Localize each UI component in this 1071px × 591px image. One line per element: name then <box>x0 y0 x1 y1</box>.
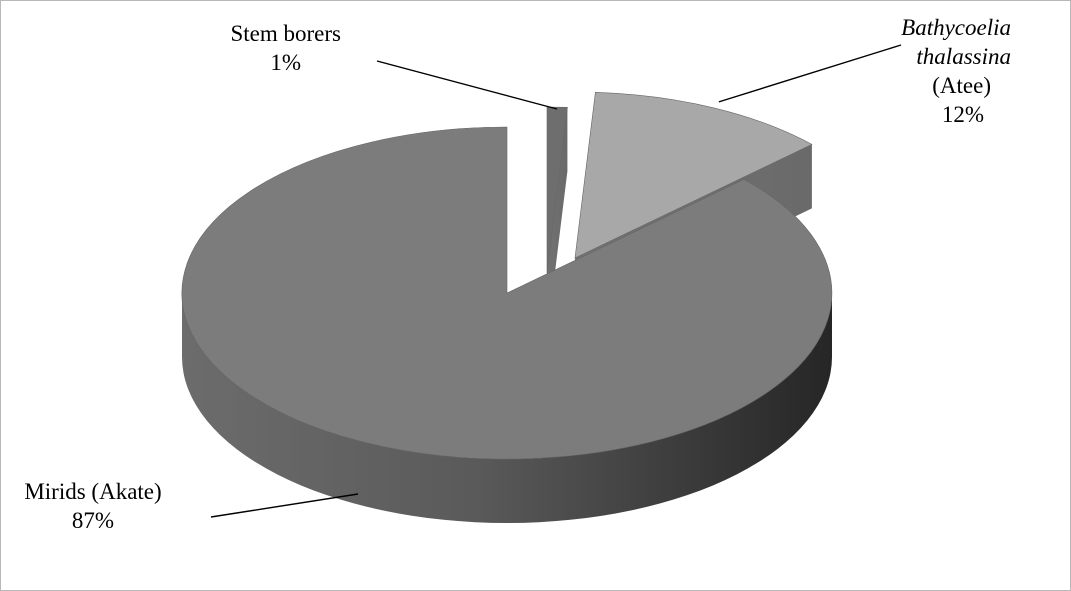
data-label-mirids-akate: Mirids (Akate) 87% <box>24 479 161 533</box>
data-label-bathycoelia: Bathycoelia thalassina (Atee) 12% <box>901 15 1011 127</box>
data-label-mirids-akate-name: Mirids (Akate) <box>24 479 161 504</box>
leader-line-stem-borers <box>376 60 558 110</box>
data-label-bathycoelia-name: thalassina <box>916 44 1011 69</box>
data-label-stem-borers: Stem borers 1% <box>230 21 341 75</box>
leader-line-mirids-akate <box>210 493 359 518</box>
pie-slice-mirids-akate <box>181 126 833 523</box>
pie-slice-mirids-akate-top <box>181 126 833 460</box>
data-label-bathycoelia-name: (Atee) <box>932 73 991 98</box>
pie-slice-bathycoelia-top <box>574 91 813 259</box>
data-label-bathycoelia-name: Bathycoelia <box>901 15 1011 40</box>
leader-line-bathycoelia <box>718 44 902 103</box>
data-label-mirids-akate-percent: 87% <box>72 508 114 533</box>
data-label-stem-borers-name: Stem borers <box>230 21 341 46</box>
data-label-bathycoelia-percent: 12% <box>942 102 984 127</box>
data-label-stem-borers-percent: 1% <box>270 50 301 75</box>
pie-slice-mirids-akate-side <box>182 293 832 523</box>
